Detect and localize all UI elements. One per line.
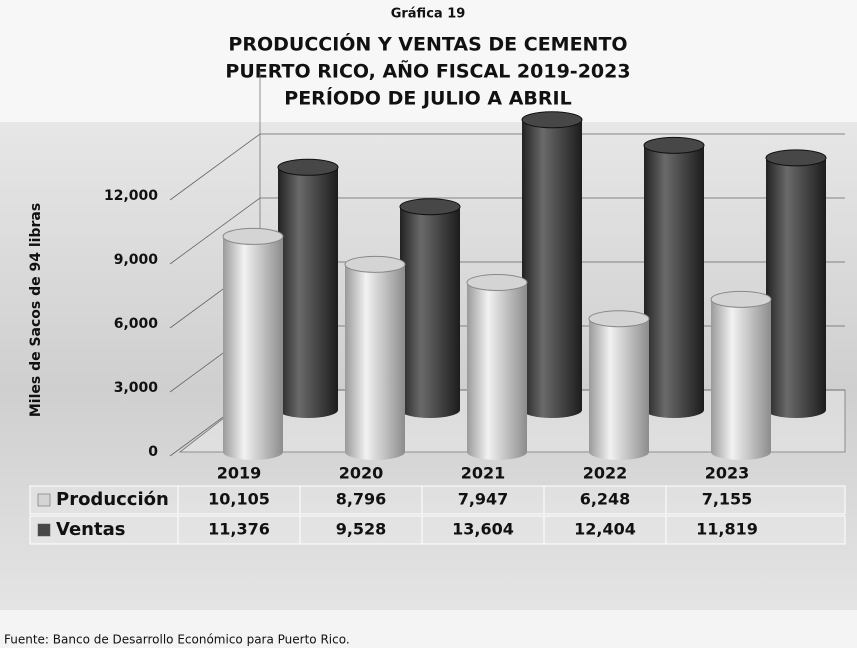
cylinder-top	[467, 274, 527, 290]
cylinder-top	[400, 199, 460, 215]
x-tick-label: 2023	[705, 464, 750, 483]
bar	[711, 299, 771, 452]
legend-swatch	[38, 524, 50, 536]
value-label: 13,604	[452, 520, 514, 539]
y-tick-label: 12,000	[104, 188, 158, 204]
bar	[522, 120, 582, 410]
chart-title: PUERTO RICO, AÑO FISCAL 2019-2023	[225, 59, 630, 83]
value-label: 11,376	[208, 520, 270, 539]
value-label: 7,947	[458, 490, 509, 509]
legend-swatch	[38, 494, 50, 506]
value-label: 10,105	[208, 490, 270, 509]
cylinder-top	[644, 137, 704, 153]
value-label: 8,796	[336, 490, 387, 509]
value-label: 7,155	[702, 490, 753, 509]
cylinder-top	[522, 112, 582, 128]
x-tick-label: 2019	[217, 464, 262, 483]
cylinder-top	[766, 150, 826, 166]
bar	[223, 236, 283, 452]
value-label: 9,528	[336, 520, 387, 539]
cylinder-top	[711, 291, 771, 307]
bar	[589, 319, 649, 452]
bar	[345, 264, 405, 452]
legend-label: Ventas	[56, 519, 125, 540]
bar	[467, 282, 527, 452]
bar	[766, 158, 826, 410]
chart-label: Gráfica 19	[391, 7, 466, 22]
x-tick-label: 2022	[583, 464, 628, 483]
y-axis-title: Miles de Sacos de 94 libras	[28, 203, 44, 417]
value-label: 11,819	[696, 520, 758, 539]
value-label: 12,404	[574, 520, 636, 539]
y-tick-label: 9,000	[114, 252, 159, 268]
bar	[278, 167, 338, 410]
bar	[400, 207, 460, 410]
cylinder-top	[589, 311, 649, 327]
chart-title: PERÍODO DE JULIO A ABRIL	[284, 87, 571, 110]
y-tick-label: 6,000	[114, 316, 159, 332]
cylinder-top	[223, 228, 283, 244]
bar	[644, 145, 704, 410]
source-note: Fuente: Banco de Desarrollo Económico pa…	[4, 633, 350, 647]
y-tick-label: 0	[148, 444, 158, 460]
cylinder-top	[345, 256, 405, 272]
x-tick-label: 2020	[339, 464, 384, 483]
chart: Gráfica 19 PRODUCCIÓN Y VENTAS DE CEMENT…	[0, 0, 857, 648]
y-tick-label: 3,000	[114, 380, 159, 396]
legend-label: Producción	[56, 489, 169, 510]
cylinder-top	[278, 159, 338, 175]
chart-title: PRODUCCIÓN Y VENTAS DE CEMENTO	[228, 32, 627, 56]
x-tick-label: 2021	[461, 464, 506, 483]
value-label: 6,248	[580, 490, 631, 509]
